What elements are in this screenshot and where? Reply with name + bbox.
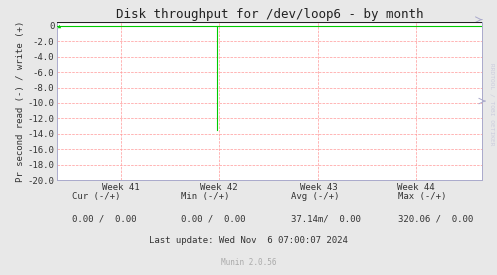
- Text: 0.00 /  0.00: 0.00 / 0.00: [181, 214, 246, 223]
- Text: Max (-/+): Max (-/+): [398, 192, 446, 201]
- Y-axis label: Pr second read (-) / write (+): Pr second read (-) / write (+): [16, 20, 25, 182]
- Text: 320.06 /  0.00: 320.06 / 0.00: [398, 214, 473, 223]
- Title: Disk throughput for /dev/loop6 - by month: Disk throughput for /dev/loop6 - by mont…: [116, 8, 423, 21]
- Legend: Bytes: Bytes: [58, 271, 108, 275]
- Text: Munin 2.0.56: Munin 2.0.56: [221, 258, 276, 267]
- Text: 0.00 /  0.00: 0.00 / 0.00: [72, 214, 137, 223]
- Text: Cur (-/+): Cur (-/+): [72, 192, 120, 201]
- Text: Last update: Wed Nov  6 07:00:07 2024: Last update: Wed Nov 6 07:00:07 2024: [149, 236, 348, 245]
- Text: 37.14m/  0.00: 37.14m/ 0.00: [291, 214, 361, 223]
- Text: Avg (-/+): Avg (-/+): [291, 192, 339, 201]
- Text: Min (-/+): Min (-/+): [181, 192, 230, 201]
- Text: RRDTOOL / TOBI OETIKER: RRDTOOL / TOBI OETIKER: [490, 63, 495, 146]
